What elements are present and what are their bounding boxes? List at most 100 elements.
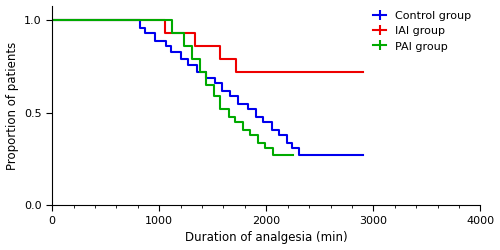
Control group xyxy=(168,45,174,48)
Control group xyxy=(276,128,282,131)
PAI group xyxy=(169,19,175,22)
Line: IAI group: IAI group xyxy=(52,20,362,72)
Legend: Control group, IAI group, PAI group: Control group, IAI group, PAI group xyxy=(370,7,475,55)
PAI group xyxy=(217,108,223,111)
Control group xyxy=(185,63,191,66)
PAI group xyxy=(162,19,168,22)
X-axis label: Duration of analgesia (min): Duration of analgesia (min) xyxy=(185,232,348,244)
IAI group xyxy=(162,32,168,35)
Control group xyxy=(178,50,184,53)
Control group xyxy=(360,154,366,157)
IAI group xyxy=(360,71,366,74)
Control group xyxy=(152,39,158,42)
Control group xyxy=(252,115,258,118)
PAI group xyxy=(197,71,203,74)
PAI group xyxy=(197,58,203,61)
PAI group xyxy=(169,32,175,35)
Control group xyxy=(276,134,282,137)
IAI group xyxy=(192,32,198,35)
Control group xyxy=(220,89,226,92)
PAI group xyxy=(247,134,253,137)
Control group xyxy=(236,95,242,98)
Control group xyxy=(49,19,55,22)
Control group xyxy=(296,154,302,157)
Control group xyxy=(296,146,302,150)
PAI group xyxy=(247,128,253,131)
PAI group xyxy=(204,84,210,87)
Control group xyxy=(268,121,274,124)
Control group xyxy=(194,71,200,74)
PAI group xyxy=(270,154,276,157)
IAI group xyxy=(217,45,223,48)
PAI group xyxy=(226,108,232,111)
PAI group xyxy=(232,121,238,124)
Y-axis label: Proportion of patients: Proportion of patients xyxy=(6,42,18,170)
Control group xyxy=(260,115,266,118)
Line: Control group: Control group xyxy=(52,20,362,156)
PAI group xyxy=(262,146,268,150)
PAI group xyxy=(254,134,260,137)
Control group xyxy=(289,146,295,150)
Control group xyxy=(142,32,148,35)
IAI group xyxy=(222,58,228,61)
Control group xyxy=(245,108,251,111)
PAI group xyxy=(181,45,187,48)
Control group xyxy=(194,63,200,66)
PAI group xyxy=(254,141,260,144)
Control group xyxy=(137,19,143,22)
PAI group xyxy=(181,32,187,35)
Control group xyxy=(204,76,210,79)
Line: PAI group: PAI group xyxy=(52,20,293,156)
Control group xyxy=(152,32,158,35)
PAI group xyxy=(262,141,268,144)
Control group xyxy=(178,58,184,61)
IAI group xyxy=(197,45,203,48)
Control group xyxy=(236,102,242,105)
Control group xyxy=(227,95,233,98)
PAI group xyxy=(240,121,246,124)
PAI group xyxy=(49,19,55,22)
Control group xyxy=(227,89,233,92)
Control group xyxy=(212,82,218,85)
PAI group xyxy=(204,71,210,74)
IAI group xyxy=(167,32,173,35)
IAI group xyxy=(167,32,173,35)
IAI group xyxy=(360,71,366,74)
Control group xyxy=(142,26,148,29)
PAI group xyxy=(240,128,246,131)
IAI group xyxy=(156,19,162,22)
Control group xyxy=(204,71,210,74)
PAI group xyxy=(162,19,168,22)
Control group xyxy=(212,76,218,79)
Control group xyxy=(168,50,174,53)
PAI group xyxy=(232,115,238,118)
PAI group xyxy=(290,154,296,157)
Control group xyxy=(252,108,258,111)
Control group xyxy=(220,82,226,85)
PAI group xyxy=(211,95,217,98)
Control group xyxy=(360,154,366,157)
PAI group xyxy=(190,58,196,61)
Control group xyxy=(245,102,251,105)
PAI group xyxy=(217,95,223,98)
Control group xyxy=(185,58,191,61)
IAI group xyxy=(192,45,198,48)
IAI group xyxy=(234,58,239,61)
Control group xyxy=(284,141,290,144)
Control group xyxy=(284,134,290,137)
Control group xyxy=(289,141,295,144)
Control group xyxy=(137,26,143,29)
PAI group xyxy=(211,84,217,87)
IAI group xyxy=(156,19,162,22)
PAI group xyxy=(290,154,296,157)
PAI group xyxy=(226,115,232,118)
PAI group xyxy=(270,146,276,150)
IAI group xyxy=(162,19,168,22)
Control group xyxy=(162,45,168,48)
IAI group xyxy=(222,58,228,61)
IAI group xyxy=(217,58,223,61)
Control group xyxy=(268,128,274,131)
IAI group xyxy=(49,19,55,22)
IAI group xyxy=(197,45,203,48)
IAI group xyxy=(234,71,239,74)
